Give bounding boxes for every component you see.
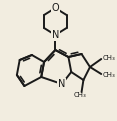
Text: N: N bbox=[52, 30, 59, 40]
Text: N: N bbox=[58, 79, 66, 89]
Text: CH₃: CH₃ bbox=[103, 55, 116, 61]
Text: CH₃: CH₃ bbox=[103, 72, 116, 78]
Text: O: O bbox=[51, 3, 59, 13]
Text: CH₃: CH₃ bbox=[73, 92, 86, 98]
